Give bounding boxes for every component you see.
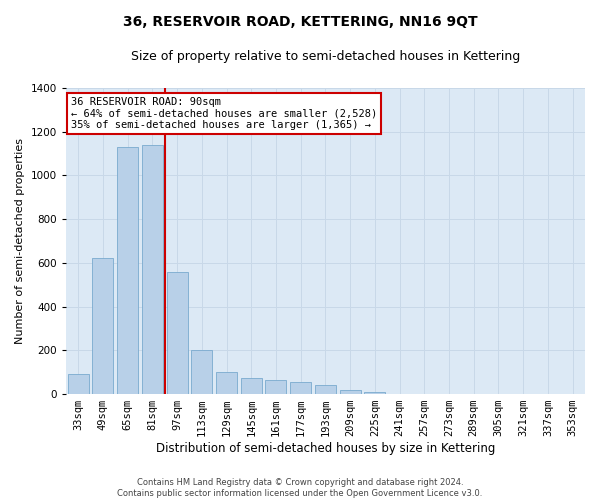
Title: Size of property relative to semi-detached houses in Kettering: Size of property relative to semi-detach… <box>131 50 520 63</box>
Bar <box>364 392 385 394</box>
Bar <box>315 386 336 394</box>
Bar <box>290 382 311 394</box>
Bar <box>117 147 138 394</box>
Bar <box>340 390 361 394</box>
Text: Contains HM Land Registry data © Crown copyright and database right 2024.
Contai: Contains HM Land Registry data © Crown c… <box>118 478 482 498</box>
Bar <box>191 350 212 394</box>
Text: 36 RESERVOIR ROAD: 90sqm
← 64% of semi-detached houses are smaller (2,528)
35% o: 36 RESERVOIR ROAD: 90sqm ← 64% of semi-d… <box>71 97 377 130</box>
Text: 36, RESERVOIR ROAD, KETTERING, NN16 9QT: 36, RESERVOIR ROAD, KETTERING, NN16 9QT <box>122 15 478 29</box>
X-axis label: Distribution of semi-detached houses by size in Kettering: Distribution of semi-detached houses by … <box>156 442 495 455</box>
Bar <box>241 378 262 394</box>
Bar <box>167 272 188 394</box>
Bar <box>68 374 89 394</box>
Bar <box>216 372 237 394</box>
Bar <box>265 380 286 394</box>
Bar <box>142 144 163 394</box>
Y-axis label: Number of semi-detached properties: Number of semi-detached properties <box>15 138 25 344</box>
Bar <box>92 258 113 394</box>
